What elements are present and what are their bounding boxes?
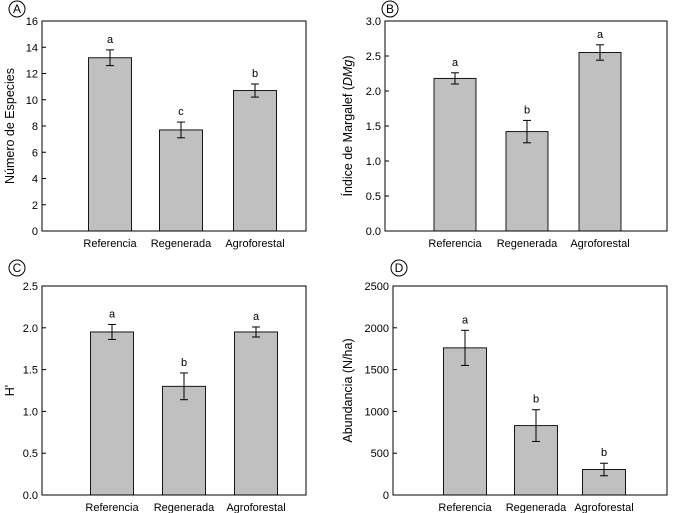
x-tick-label: Referencia [438,502,492,513]
bar [443,347,487,496]
x-tick-label: Agroforestal [226,502,285,513]
x-tick-label: Regenerada [151,238,212,250]
significance-label: a [253,311,260,323]
y-tick-label: 2.5 [366,51,381,63]
y-axis-title-italic: DMg [341,60,355,86]
y-tick-label: 10 [26,95,38,107]
x-tick-label: Referencia [83,238,137,250]
panel-b: a Referencia b Regenerada a Agroforestal 0.0 0.… [340,0,668,250]
y-tick-label: 2 [32,200,38,212]
bar [578,52,622,232]
x-tick-label: Regenerada [497,238,558,250]
bar [159,129,203,232]
x-tick-label: Regenerada [506,502,567,513]
panel-letter: D [395,261,404,275]
y-tick-label: 2.5 [23,281,38,293]
bar [233,90,277,232]
panel-letter-circle [390,259,408,277]
x-tick-label: Agroforestal [574,502,633,513]
significance-label: b [252,68,258,80]
y-tick-label: 2.0 [366,86,381,98]
bar [162,385,206,496]
y-tick-label: 0.5 [23,448,38,460]
x-tick-label: Regenerada [154,502,215,513]
y-tick-label: 1.5 [23,365,38,377]
y-axis-title-text: Número de Especies [3,68,17,184]
y-tick-label: 0.5 [366,191,381,203]
panel-d: a Referencia b Regenerada b Agroforestal 0 500 1… [341,259,668,513]
y-axis-title-text: Índice de Margalef ( [340,85,355,196]
y-tick-label: 500 [371,448,389,460]
plot-frame [41,20,307,232]
y-tick-label: 1000 [365,406,389,418]
y-tick-label: 1.5 [366,121,381,133]
significance-label: a [462,314,469,326]
bar [433,77,477,232]
y-axis-title-text: Abundancia (N/ha) [341,338,355,442]
panel-letter: A [13,2,21,16]
significance-label: b [524,104,530,116]
plot-frame [41,285,307,496]
significance-label: b [181,357,187,369]
y-axis-title: Índice de Margalef (DMg) [340,55,355,196]
significance-label: b [533,394,539,406]
y-tick-label: 16 [26,16,38,28]
panel-a: a Referencia c Regenerada b Agroforestal 0 2 4 6 8… [3,0,307,250]
y-tick-label: 0.0 [23,490,38,502]
y-tick-label: 1.0 [23,406,38,418]
y-tick-label: 0 [32,226,38,238]
panel-letter-circle [8,0,26,18]
y-tick-label: 1500 [365,365,389,377]
panel-letter-circle [381,0,399,18]
significance-label: c [178,106,184,118]
panel-letter: B [386,2,394,16]
y-axis-title-suffix: ) [341,55,355,59]
y-tick-label: 14 [26,42,38,54]
panel-c: a Referencia b Regenerada a Agroforestal 0.0 0.… [3,259,307,513]
y-tick-label: 2500 [365,281,389,293]
y-tick-label: 2.0 [23,323,38,335]
plot-frame [392,285,668,496]
bar [234,331,278,496]
x-tick-label: Referencia [428,238,482,250]
y-tick-label: 2000 [365,323,389,335]
x-tick-label: Agroforestal [225,238,284,250]
plot-frame [384,20,668,232]
y-tick-label: 4 [32,174,38,186]
significance-label: a [109,308,116,320]
y-axis-title: Número de Especies [3,68,17,184]
panel-letter: C [13,261,22,275]
x-tick-label: Agroforestal [570,238,629,250]
y-tick-label: 3.0 [366,16,381,28]
y-tick-label: 1.0 [366,156,381,168]
significance-label: a [107,34,114,46]
y-tick-label: 0.0 [366,226,381,238]
significance-label: a [452,57,459,69]
bar [505,131,549,232]
y-axis-title-text: H' [3,385,17,396]
bar [90,331,134,496]
significance-label: a [597,29,604,41]
bar [88,57,132,232]
y-axis-title: Abundancia (N/ha) [341,338,355,442]
x-tick-label: Referencia [85,502,139,513]
y-axis-title: H' [3,385,17,396]
significance-label: b [601,447,607,459]
y-tick-label: 8 [32,121,38,133]
y-tick-label: 0 [383,490,389,502]
panel-letter-circle [8,259,26,277]
y-tick-label: 6 [32,147,38,159]
y-tick-label: 12 [26,69,38,81]
